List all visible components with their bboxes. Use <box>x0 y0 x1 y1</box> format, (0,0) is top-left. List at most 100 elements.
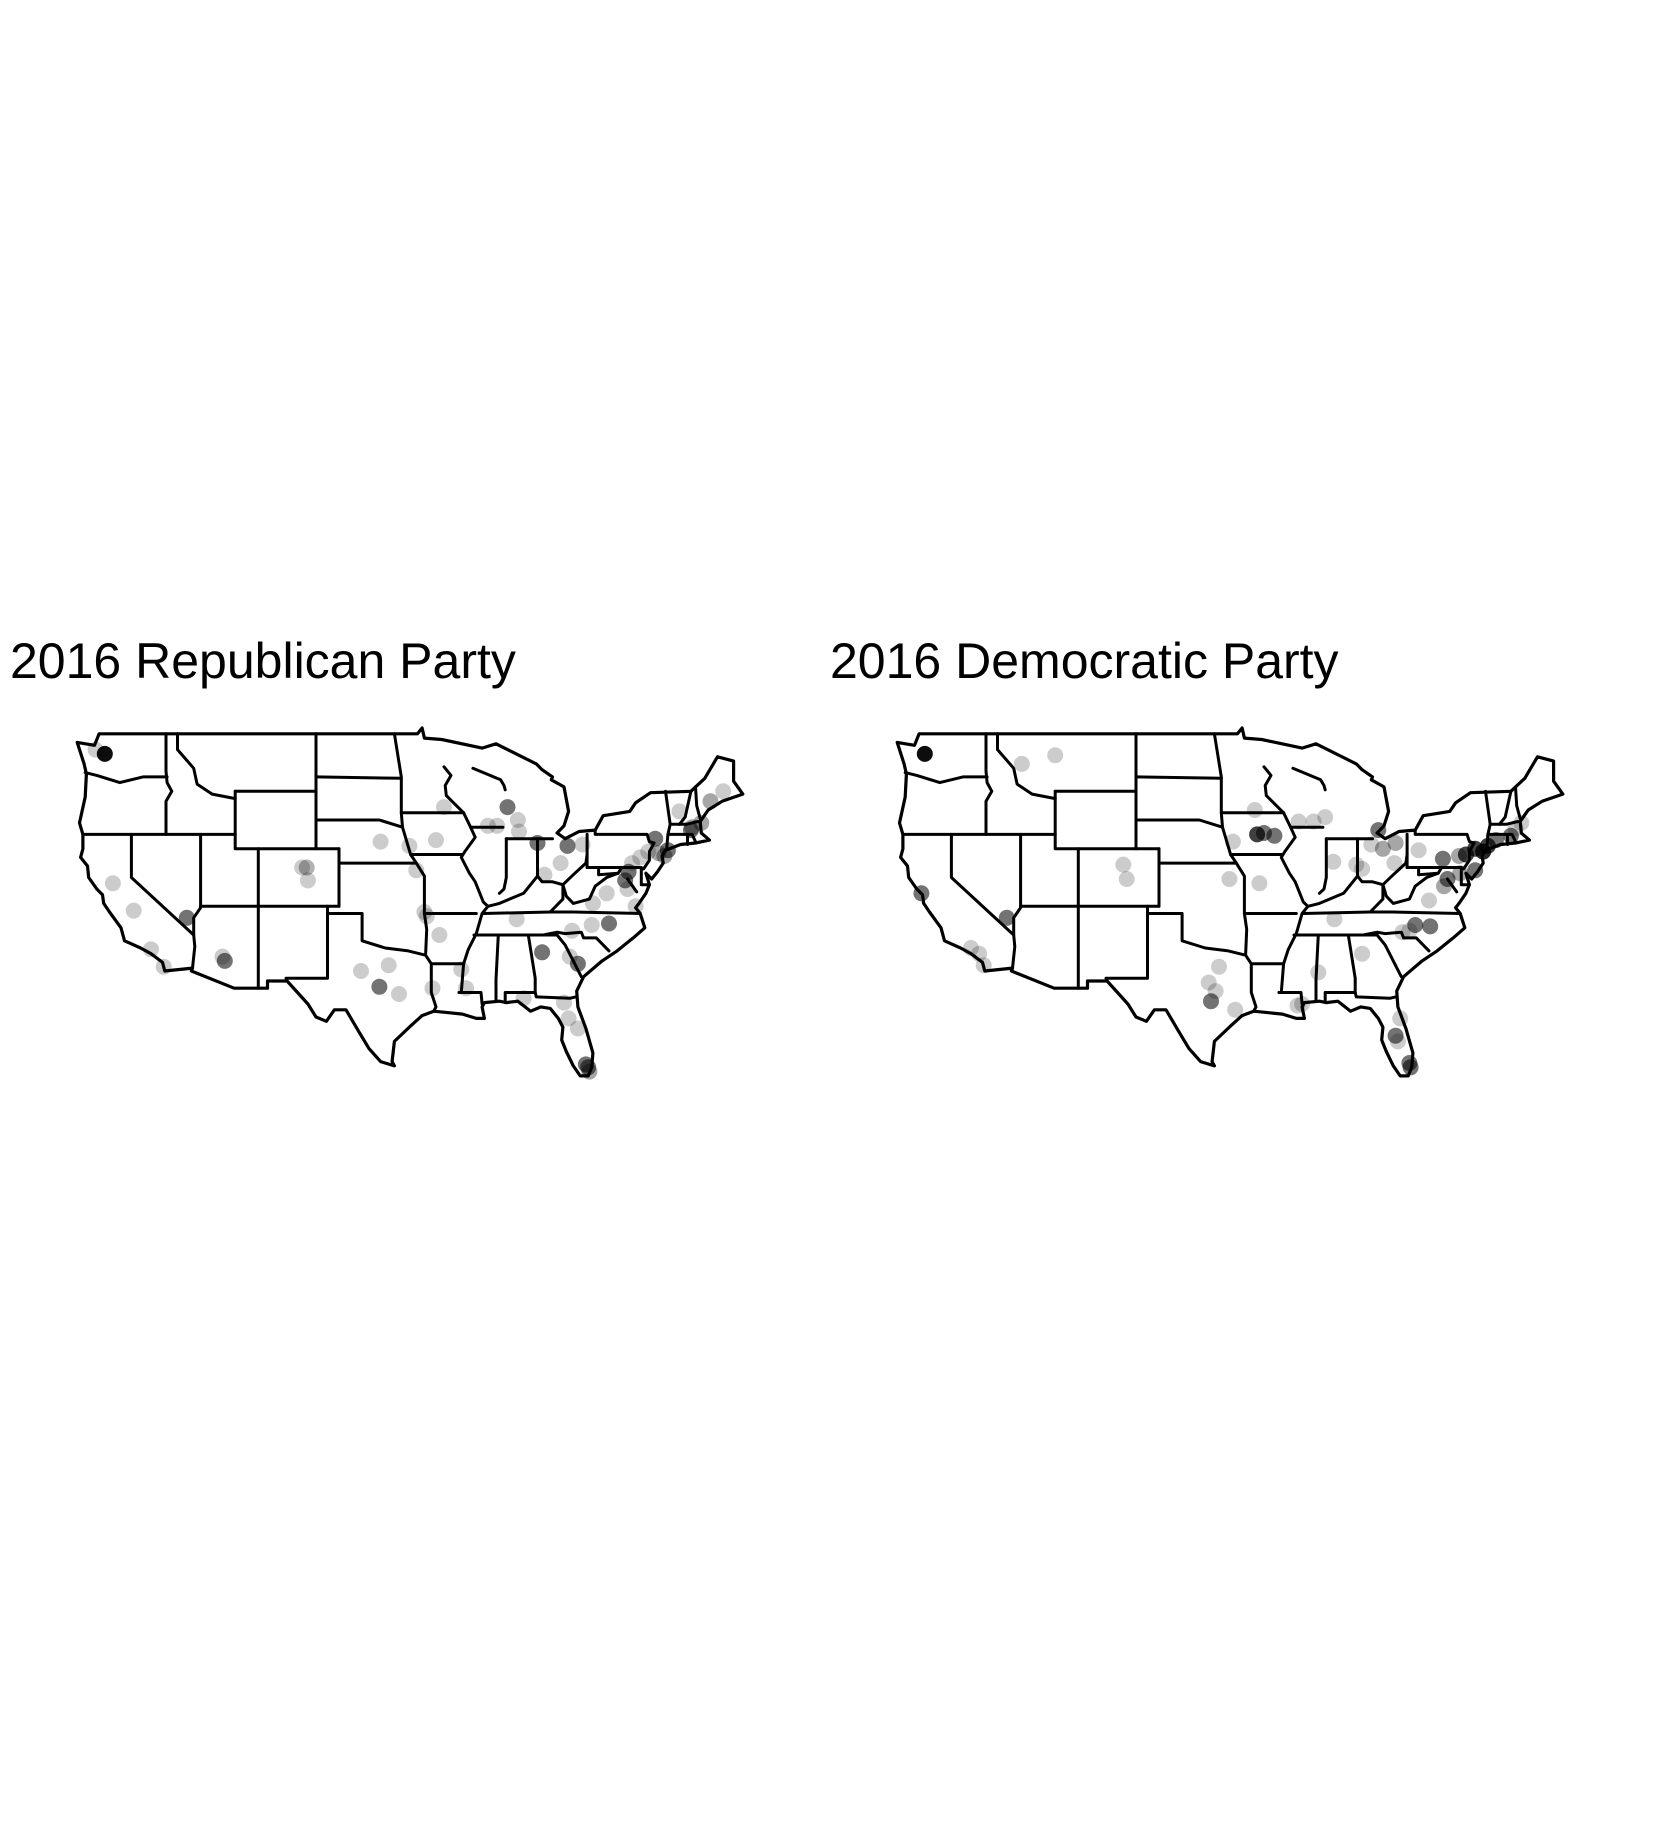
map-point <box>684 819 701 836</box>
state-border <box>1277 811 1310 994</box>
map-point <box>353 963 369 979</box>
map-point <box>453 961 470 978</box>
map-point <box>511 823 527 840</box>
state-border <box>1361 930 1431 953</box>
panel-republican: 2016 Republican Party <box>10 632 760 1102</box>
map-point <box>975 957 992 974</box>
state-border <box>1353 991 1398 1000</box>
state-border <box>664 789 672 851</box>
map-point <box>640 843 657 860</box>
map-point <box>534 944 551 961</box>
state-border <box>457 991 484 1006</box>
map-point <box>556 994 572 1011</box>
map-point <box>583 917 600 933</box>
state-border <box>233 789 341 851</box>
state-border <box>314 775 403 780</box>
map-point <box>428 832 444 849</box>
map-point <box>574 836 591 853</box>
state-border <box>471 766 507 792</box>
map-point <box>619 881 636 897</box>
map-point <box>509 812 526 828</box>
map-point <box>499 799 516 816</box>
state-border <box>83 771 169 785</box>
map-point <box>1513 814 1530 831</box>
map-point <box>380 957 397 974</box>
state-border <box>1262 765 1286 815</box>
map-point <box>598 885 615 902</box>
us-map-republican <box>75 726 745 1080</box>
map-point <box>1394 924 1411 941</box>
state-border <box>486 874 539 908</box>
panel-title-republican: 2016 Republican Party <box>10 633 516 689</box>
map-point <box>564 922 581 939</box>
state-border <box>481 910 642 915</box>
state-border <box>1368 883 1385 914</box>
state-border <box>164 732 174 836</box>
state-border <box>1291 766 1327 792</box>
map-point <box>489 817 506 834</box>
map-point <box>104 875 121 892</box>
state-border <box>1134 775 1223 780</box>
map-point <box>479 817 496 834</box>
map-point <box>391 986 407 1002</box>
state-border <box>457 811 490 994</box>
state-border <box>1314 933 1320 1003</box>
map-point <box>671 803 688 820</box>
state-border <box>1381 871 1440 905</box>
map-point <box>1224 833 1241 850</box>
map-point <box>584 895 601 912</box>
map-point <box>1047 747 1064 764</box>
panel-title-democratic: 2016 Democratic Party <box>830 633 1339 689</box>
map-point <box>581 1063 598 1080</box>
map-point <box>998 909 1015 926</box>
map-point <box>702 793 719 810</box>
map-point <box>1434 850 1451 867</box>
map-point <box>431 927 448 943</box>
map-point <box>1354 860 1371 877</box>
map-point <box>408 862 425 879</box>
map-point <box>1115 856 1132 873</box>
map-point <box>601 915 617 932</box>
map-point <box>1266 827 1283 844</box>
map-point <box>1436 878 1452 895</box>
state-border <box>548 883 565 914</box>
map-point <box>569 1020 586 1037</box>
map-point <box>1305 813 1322 830</box>
map-point <box>424 980 441 997</box>
map-point <box>458 980 474 997</box>
map-point <box>294 859 311 876</box>
state-border <box>1146 912 1248 957</box>
map-point <box>552 855 569 872</box>
national-outline <box>895 726 1565 1078</box>
map-point <box>1410 842 1427 859</box>
map-point <box>1402 1059 1419 1076</box>
map-point <box>693 814 710 831</box>
state-border <box>284 904 329 980</box>
map-point <box>401 837 418 854</box>
panel-democratic: 2016 Democratic Party <box>830 632 1580 1102</box>
state-border <box>1221 825 1258 1013</box>
map-point <box>299 872 316 889</box>
map-point <box>1211 958 1227 975</box>
map-point <box>569 955 586 972</box>
map-point <box>371 978 388 995</box>
state-border <box>639 866 651 887</box>
map-point <box>96 745 113 762</box>
state-border <box>326 912 428 957</box>
map-point <box>1487 832 1504 849</box>
state-border <box>903 771 989 785</box>
map-point <box>1200 974 1217 991</box>
state-border <box>1381 853 1409 887</box>
map-point <box>1246 802 1263 818</box>
state-border <box>1375 933 1403 979</box>
map-point <box>1370 822 1387 839</box>
state-border <box>561 853 589 887</box>
map-point <box>913 885 930 902</box>
map-point <box>1354 945 1371 962</box>
map-point <box>155 958 172 975</box>
map-point <box>1374 840 1391 857</box>
map-point <box>627 898 644 915</box>
map-point <box>1502 827 1519 844</box>
state-border <box>1012 832 1023 937</box>
state-border <box>1301 910 1462 915</box>
